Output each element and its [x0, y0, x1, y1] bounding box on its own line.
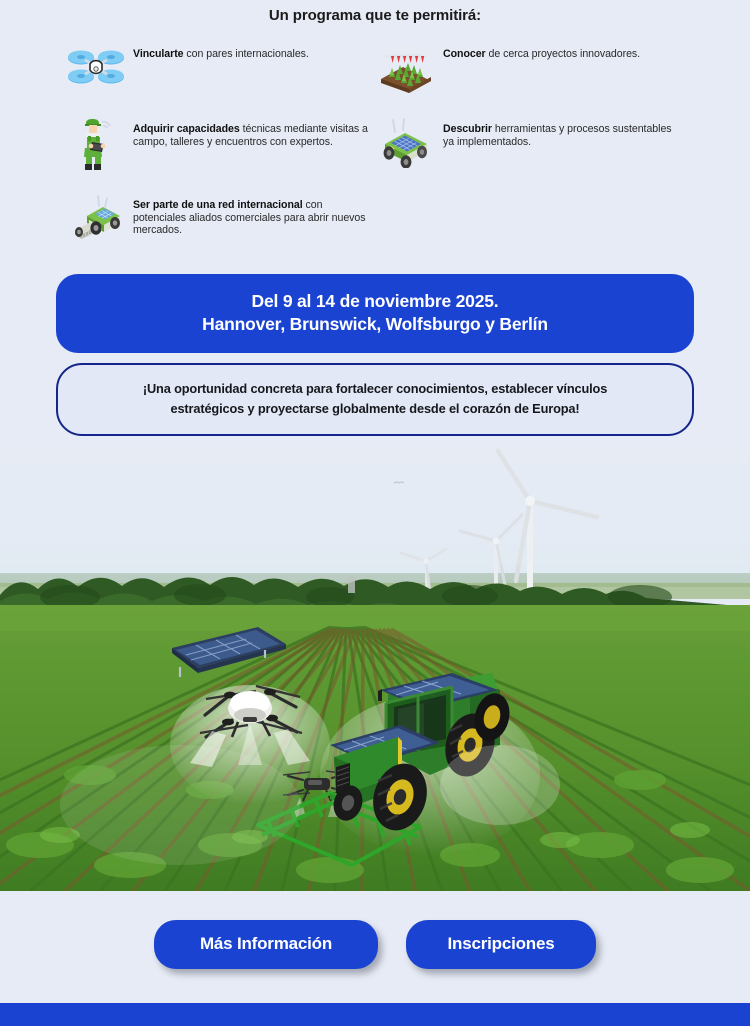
benefits-row: Vincularte con pares internacionales. [65, 39, 685, 101]
benefit-item-red-internacional: Ser parte de una red internacional con p… [65, 190, 375, 252]
benefit-bold-label: Conocer [443, 48, 486, 60]
benefits-row: Adquirir capacidades técnicas mediante v… [65, 114, 685, 176]
irrigated-crop-bed-icon [375, 39, 437, 95]
date-banner-line-2: Hannover, Brunswick, Wolfsburgo y Berlín [202, 314, 548, 334]
benefit-item-empty [375, 190, 685, 252]
benefit-text: Ser parte de una red internacional con p… [133, 190, 375, 237]
benefit-item-descubrir: Descubrir herramientas y procesos susten… [375, 114, 685, 176]
date-banner: Del 9 al 14 de noviembre 2025. Hannover,… [56, 274, 694, 353]
benefit-text: Vincularte con pares internacionales. [133, 39, 309, 61]
benefit-bold-label: Vincularte [133, 48, 184, 60]
benefit-rest-label: técnicas mediante visitas a campo, talle… [133, 123, 368, 148]
benefit-text: Descubrir herramientas y procesos susten… [443, 114, 685, 148]
benefit-bold-label: Adquirir capacidades [133, 123, 240, 135]
benefit-rest-label: herramientas y procesos sustentables ya … [443, 123, 672, 148]
cta-button-group: Más Información Inscripciones [0, 920, 750, 969]
benefit-rest-label: con pares internacionales. [183, 48, 309, 60]
solar-panel-array [172, 627, 286, 677]
green-tractor-with-solar-roof [256, 673, 560, 867]
benefit-text: Conocer de cerca proyectos innovadores. [443, 39, 640, 61]
benefit-text: Adquirir capacidades técnicas mediante v… [133, 114, 375, 148]
benefit-rest-label: con potenciales aliados comerciales para… [133, 199, 366, 237]
highlight-line-2: estratégicos y proyectarse globalmente d… [170, 401, 580, 416]
highlight-box: ¡Una oportunidad concreta para fortalece… [56, 363, 694, 436]
farmer-with-tablet-icon [65, 114, 127, 170]
benefit-item-conocer: Conocer de cerca proyectos innovadores. [375, 39, 685, 101]
spraying-drone [190, 684, 310, 767]
benefit-item-vincularte: Vincularte con pares internacionales. [65, 39, 375, 101]
drone-icon [65, 39, 127, 95]
benefits-grid: Vincularte con pares internacionales. [0, 25, 750, 252]
date-banner-line-1: Del 9 al 14 de noviembre 2025. [251, 291, 499, 311]
benefit-item-adquirir-capacidades: Adquirir capacidades técnicas mediante v… [65, 114, 375, 176]
mas-informacion-button[interactable]: Más Información [154, 920, 378, 969]
benefit-rest-label: de cerca proyectos innovadores. [485, 48, 641, 60]
hero-photo [0, 445, 750, 891]
benefit-bold-label: Ser parte de una red internacional [133, 199, 303, 211]
footer-accent-bar [0, 1003, 750, 1026]
tracked-field-robot-icon [65, 190, 127, 246]
benefit-bold-label: Descubrir [443, 123, 493, 135]
solar-rover-robot-icon [375, 114, 437, 170]
inscripciones-button[interactable]: Inscripciones [406, 920, 596, 969]
page-title: Un programa que te permitirá: [268, 7, 482, 24]
benefits-row: Ser parte de una red internacional con p… [65, 190, 685, 252]
highlight-line-1: ¡Una oportunidad concreta para fortalece… [142, 381, 608, 396]
